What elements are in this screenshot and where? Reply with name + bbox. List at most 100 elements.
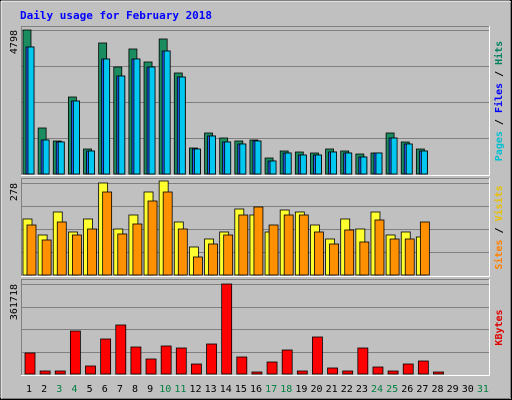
- bar-kbytes-day-8: [130, 346, 142, 375]
- x-tick-label-10: 10: [159, 384, 171, 395]
- bar-kbytes-day-15: [236, 356, 248, 375]
- y-axis-max-label: 361718: [9, 284, 20, 320]
- bar-sites-day-13: [208, 243, 218, 276]
- bar-pages-day-18: [284, 152, 292, 175]
- panel-kbytes-legend: KBytes: [494, 309, 505, 345]
- bar-sites-day-6: [102, 191, 113, 276]
- bar-kbytes-day-21: [327, 367, 338, 375]
- bar-kbytes-day-19: [296, 370, 308, 375]
- bar-sites-day-4: [71, 234, 82, 276]
- panel-kbytes: [21, 279, 490, 376]
- bar-sites-day-9: [147, 200, 158, 276]
- x-tick-label-7: 7: [117, 384, 123, 395]
- x-tick-label-29: 29: [447, 384, 459, 395]
- bar-pages-day-1: [27, 46, 35, 175]
- legend-files: Files: [493, 83, 505, 113]
- bar-kbytes-day-11: [175, 347, 187, 375]
- bar-kbytes-day-14: [221, 283, 233, 375]
- bar-kbytes-day-18: [281, 349, 293, 375]
- bar-pages-day-26: [405, 143, 413, 175]
- bar-sites-day-2: [41, 239, 52, 276]
- bar-pages-day-13: [209, 135, 216, 175]
- bar-sites-day-18: [283, 214, 294, 276]
- x-tick-label-13: 13: [205, 384, 217, 395]
- bar-pages-day-9: [148, 66, 156, 175]
- x-tick-label-23: 23: [356, 384, 368, 395]
- bar-kbytes-day-13: [206, 343, 217, 375]
- bar-sites-day-26: [404, 238, 415, 276]
- bar-kbytes-day-23: [357, 347, 369, 375]
- x-tick-label-5: 5: [87, 384, 93, 395]
- bar-kbytes-day-10: [160, 345, 172, 375]
- bar-sites-day-24: [374, 219, 385, 276]
- bar-sites-day-3: [56, 221, 67, 276]
- x-tick-label-20: 20: [310, 384, 322, 395]
- x-tick-label-16: 16: [250, 384, 262, 395]
- x-tick-label-30: 30: [462, 384, 474, 395]
- bar-sites-day-27: [419, 221, 430, 276]
- bar-sites-day-7: [117, 233, 128, 276]
- bar-pages-day-2: [42, 139, 50, 175]
- bar-sites-day-19: [298, 214, 309, 276]
- x-tick-label-27: 27: [416, 384, 428, 395]
- legend-visits: Visits: [493, 185, 505, 221]
- bar-pages-day-23: [360, 156, 368, 175]
- bar-pages-day-21: [330, 151, 337, 175]
- x-tick-label-14: 14: [220, 384, 232, 395]
- bar-pages-day-5: [88, 150, 95, 175]
- legend-pages: Pages: [494, 131, 505, 161]
- legend-separator: /: [494, 65, 505, 83]
- bar-pages-day-19: [299, 154, 307, 175]
- bar-kbytes-day-25: [387, 370, 399, 375]
- bar-pages-day-8: [133, 58, 141, 175]
- bar-sites-day-22: [344, 229, 355, 276]
- bar-kbytes-day-9: [145, 358, 157, 375]
- bar-kbytes-day-27: [417, 360, 429, 375]
- x-tick-label-12: 12: [189, 384, 201, 395]
- bar-sites-day-5: [87, 228, 97, 276]
- bar-sites-day-20: [314, 231, 324, 276]
- x-tick-label-11: 11: [174, 384, 186, 395]
- legend-sites: Sites: [493, 240, 505, 270]
- bar-kbytes-day-5: [85, 365, 96, 375]
- bar-kbytes-day-1: [24, 352, 36, 375]
- bar-pages-day-27: [420, 150, 428, 175]
- legend-hits: Hits: [493, 41, 505, 65]
- legend-separator: /: [494, 113, 505, 131]
- bar-kbytes-day-4: [69, 330, 81, 375]
- x-tick-label-4: 4: [71, 384, 77, 395]
- bar-sites-day-23: [359, 241, 370, 276]
- x-tick-label-9: 9: [147, 384, 153, 395]
- bar-kbytes-day-7: [115, 324, 127, 375]
- bar-pages-day-4: [72, 100, 80, 175]
- x-tick-label-31: 31: [477, 384, 489, 395]
- bar-sites-day-1: [26, 224, 37, 276]
- bar-sites-day-10: [162, 191, 173, 276]
- x-tick-label-2: 2: [41, 384, 47, 395]
- panel-pages-files-hits-legend: Pages / Files / Hits: [493, 41, 505, 161]
- legend-separator: /: [494, 221, 505, 239]
- x-tick-label-21: 21: [326, 384, 338, 395]
- legend-kbytes: KBytes: [494, 309, 505, 345]
- bar-sites-day-8: [132, 223, 143, 276]
- chart-title: Daily usage for February 2018: [20, 9, 212, 22]
- bar-pages-day-16: [254, 140, 262, 175]
- bar-pages-day-3: [57, 141, 65, 175]
- bar-pages-day-10: [163, 50, 171, 175]
- x-tick-label-17: 17: [265, 384, 277, 395]
- x-tick-label-3: 3: [56, 384, 62, 395]
- bar-kbytes-day-2: [39, 370, 51, 375]
- x-tick-label-26: 26: [401, 384, 413, 395]
- bar-pages-day-15: [239, 143, 247, 175]
- bar-pages-day-22: [345, 152, 353, 175]
- bar-kbytes-day-17: [266, 361, 278, 375]
- x-tick-label-1: 1: [26, 384, 32, 395]
- x-tick-label-6: 6: [102, 384, 108, 395]
- bar-pages-day-20: [315, 154, 322, 175]
- bar-sites-day-17: [268, 224, 279, 276]
- x-tick-label-24: 24: [371, 384, 383, 395]
- bar-sites-day-21: [329, 243, 339, 276]
- x-tick-label-28: 28: [432, 384, 444, 395]
- x-tick-label-22: 22: [341, 384, 353, 395]
